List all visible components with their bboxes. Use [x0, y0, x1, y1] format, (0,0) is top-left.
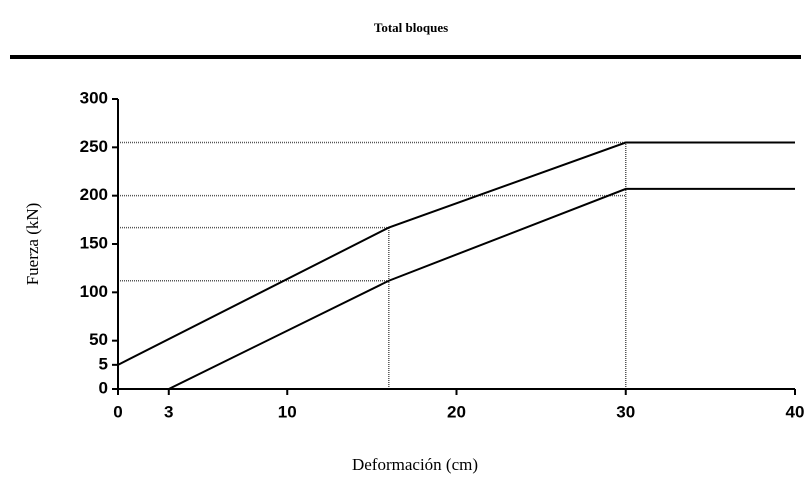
- y-tick-label: 150: [80, 233, 108, 252]
- x-tick-label: 10: [278, 402, 297, 421]
- y-tick-label: 5: [99, 354, 108, 373]
- y-tick-label: 100: [80, 282, 108, 301]
- x-axis-label: Deformación (cm): [352, 455, 478, 474]
- y-tick-label: 200: [80, 185, 108, 204]
- y-tick-label: 250: [80, 137, 108, 156]
- y-axis-label: Fuerza (kN): [23, 203, 42, 286]
- y-tick-label: 0: [99, 378, 108, 397]
- x-tick-label: 3: [164, 402, 173, 421]
- chart-title: Total bloques: [374, 20, 448, 35]
- y-tick-label: 300: [80, 88, 108, 107]
- series-line: [168, 187, 795, 390]
- y-tick-label: 50: [89, 330, 108, 349]
- x-tick-label: 0: [113, 402, 122, 421]
- x-tick-label: 40: [786, 402, 805, 421]
- x-tick-label: 30: [616, 402, 635, 421]
- x-tick-label: 20: [447, 402, 466, 421]
- series-line: [117, 141, 795, 366]
